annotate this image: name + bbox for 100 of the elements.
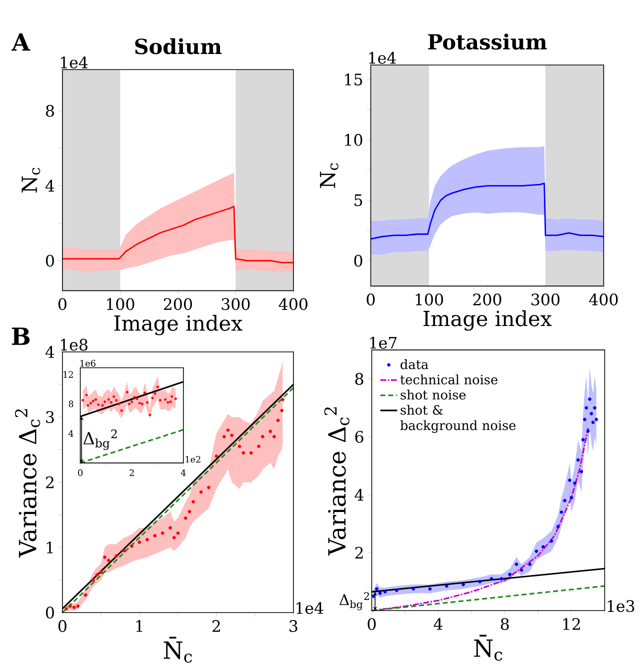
point	[169, 400, 172, 403]
legend-label: technical noise	[400, 374, 498, 384]
legend-label: shot & background noise	[400, 404, 516, 433]
y-axis-title: N$_{c}$	[320, 163, 338, 188]
point	[145, 538, 149, 542]
point	[374, 587, 378, 591]
y-tick-label: 0	[46, 254, 54, 267]
point	[199, 490, 203, 494]
point	[154, 392, 156, 395]
point	[562, 498, 566, 502]
point	[590, 412, 593, 416]
point	[500, 577, 504, 580]
point	[222, 434, 226, 438]
point	[560, 510, 563, 514]
x-axis-title: Image index	[114, 314, 242, 336]
point	[383, 590, 387, 594]
point	[490, 577, 494, 580]
y-tick-label: 2	[355, 546, 363, 559]
point	[394, 588, 398, 592]
point	[280, 398, 284, 402]
point	[580, 470, 583, 474]
point	[130, 544, 134, 548]
point	[114, 554, 118, 558]
point	[91, 578, 95, 582]
point	[81, 398, 84, 402]
annotation: Δ$_{bg}$2	[83, 429, 117, 450]
point	[411, 587, 415, 591]
point	[184, 516, 188, 520]
point	[85, 394, 88, 396]
point	[158, 398, 162, 402]
y-tick-label: 8	[46, 104, 54, 117]
x-tick-label: 4	[180, 469, 186, 476]
annotation: 1e6	[80, 360, 96, 367]
point	[591, 420, 595, 424]
point	[428, 587, 432, 591]
point	[191, 500, 195, 504]
point	[272, 434, 276, 438]
point	[528, 562, 532, 566]
point	[95, 573, 99, 576]
point	[148, 414, 151, 416]
text: 1e8	[60, 338, 88, 351]
point	[86, 404, 90, 407]
x-tick-label: 100	[106, 298, 134, 310]
point	[372, 594, 375, 598]
y-tick-label: 6	[355, 430, 364, 443]
point	[146, 401, 148, 404]
point	[588, 397, 592, 401]
chart-title: Potassium	[428, 34, 547, 50]
point	[249, 451, 253, 455]
point	[230, 434, 234, 438]
point	[138, 402, 141, 404]
point	[140, 402, 144, 406]
point	[242, 451, 245, 455]
x-tick-label: 8	[500, 618, 509, 630]
point	[143, 392, 146, 394]
y-tick-label: 4	[68, 430, 74, 437]
point	[586, 429, 590, 433]
point	[96, 403, 100, 406]
point	[214, 454, 218, 458]
point	[556, 524, 560, 528]
y-tick-label: 3	[46, 411, 54, 424]
point	[84, 593, 88, 597]
point	[68, 604, 72, 608]
chart-title: Sodium	[135, 38, 222, 54]
point	[120, 409, 123, 412]
y-tick-label: 8	[355, 372, 364, 385]
point	[541, 545, 545, 549]
y-tick-label: 0	[354, 254, 362, 267]
text: 1e3	[608, 600, 634, 612]
point	[568, 478, 572, 482]
point	[508, 572, 512, 576]
point	[576, 458, 580, 462]
point	[572, 481, 576, 485]
y-tick-label: 12	[63, 371, 73, 378]
point	[478, 580, 482, 584]
point	[103, 400, 106, 403]
y-tick-label: 1	[46, 542, 53, 554]
x-tick-label: 200	[473, 294, 502, 306]
point	[514, 562, 518, 566]
point	[268, 430, 272, 434]
y-tick-label: 0	[46, 606, 54, 619]
point	[172, 536, 176, 540]
point	[110, 401, 112, 404]
point	[117, 402, 120, 406]
point	[136, 397, 138, 400]
x-tick-label: 2	[212, 620, 220, 632]
point	[132, 396, 136, 399]
y-tick-label: 10	[344, 134, 362, 146]
text: A	[11, 33, 30, 51]
text: 1e7	[370, 336, 396, 349]
x-tick-label: 12	[563, 618, 580, 630]
x-tick-label: 300	[531, 294, 560, 306]
text: 1e4	[369, 52, 396, 64]
x-tick-label: 1	[136, 620, 142, 632]
y-tick-label: 15	[344, 74, 362, 86]
point	[461, 582, 465, 586]
text: 1e4	[60, 56, 88, 68]
point	[156, 386, 159, 388]
point	[280, 408, 284, 412]
x-tick-label: 300	[222, 298, 250, 310]
